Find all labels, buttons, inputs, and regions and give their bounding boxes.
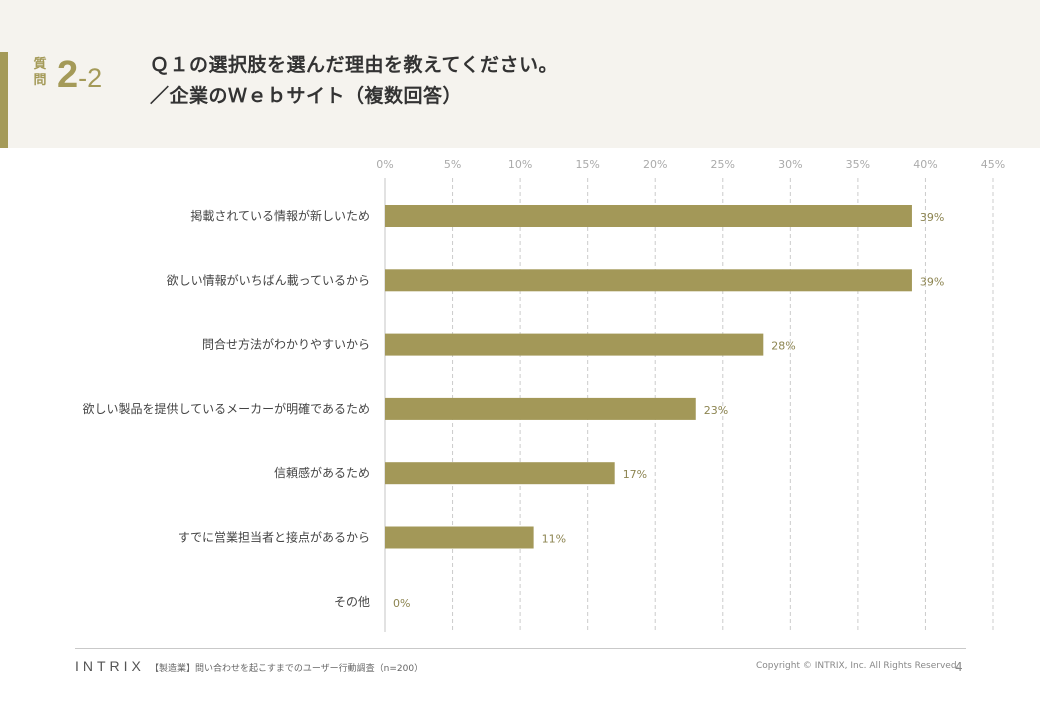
x-tick-label: 40% xyxy=(913,158,937,171)
x-tick-label: 25% xyxy=(711,158,735,171)
page-title: Ｑ１の選択肢を選んだ理由を教えてください。 ／企業のＷｅｂサイト（複数回答） xyxy=(150,50,1010,112)
survey-source: 【製造業】問い合わせを起こすまでのユーザー行動調査（n=200） xyxy=(150,664,424,674)
category-label: 掲載されている情報が新しいため xyxy=(190,208,370,223)
category-label: その他 xyxy=(334,595,370,609)
value-label: 39% xyxy=(920,211,944,224)
value-label: 0% xyxy=(393,597,410,610)
copyright: Copyright © INTRIX, Inc. All Rights Rese… xyxy=(756,661,960,671)
bar xyxy=(385,269,912,292)
value-label: 23% xyxy=(704,404,728,417)
category-label: 欲しい製品を提供しているメーカーが明確であるため xyxy=(82,401,370,416)
x-tick-label: 35% xyxy=(846,158,870,171)
bar xyxy=(385,397,696,420)
value-label: 17% xyxy=(623,468,647,481)
x-tick-label: 5% xyxy=(444,158,461,171)
x-tick-label: 45% xyxy=(981,158,1005,171)
bar-chart: 0% 5% 10% 15% 20% 25% 30% 35% 40% 45% 掲載されている情報が新し… xyxy=(82,158,1005,632)
title-line-2: ／企業のＷｅｂサイト（複数回答） xyxy=(150,85,463,107)
footer-divider xyxy=(75,648,966,649)
category-label: 問合せ方法がわかりやすいから xyxy=(202,337,370,352)
bar xyxy=(385,462,615,485)
category-label: すでに営業担当者と接点があるから xyxy=(178,530,370,545)
x-tick-label: 20% xyxy=(643,158,667,171)
bar xyxy=(385,526,534,549)
x-tick-label: 30% xyxy=(778,158,802,171)
header-accent-bar xyxy=(0,52,8,148)
intrix-logo: INTRIX xyxy=(75,658,145,674)
category-label: 欲しい情報がいちばん載っているから xyxy=(167,272,370,287)
category-label: 信頼感があるため xyxy=(274,465,370,480)
question-label: 質問 xyxy=(33,57,47,88)
question-number-major: 2 xyxy=(57,54,79,96)
x-tick-label: 10% xyxy=(508,158,532,171)
question-number-minor: -2 xyxy=(78,63,103,93)
title-line-1: Ｑ１の選択肢を選んだ理由を教えてください。 xyxy=(150,54,558,76)
question-number: 2-2 xyxy=(57,55,102,103)
page-number: 4 xyxy=(955,660,963,674)
value-label: 28% xyxy=(771,340,795,353)
bar xyxy=(385,205,912,227)
value-label: 11% xyxy=(542,533,566,546)
value-label: 39% xyxy=(920,275,944,288)
x-tick-label: 15% xyxy=(575,158,599,171)
bar xyxy=(385,333,764,356)
header-band xyxy=(0,0,1040,148)
x-tick-label: 0% xyxy=(376,158,393,171)
